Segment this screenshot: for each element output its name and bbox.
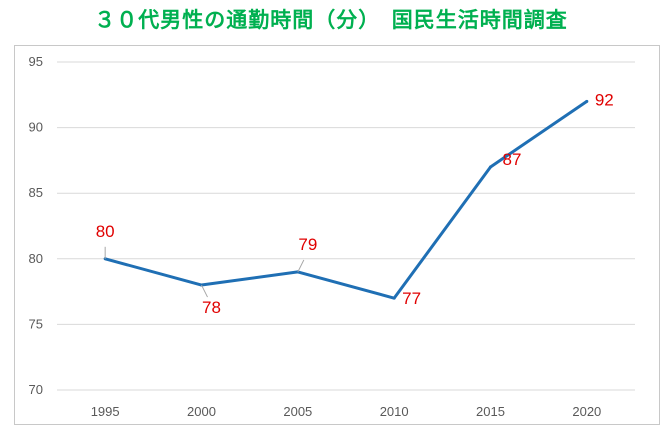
label-leader-line <box>201 284 208 298</box>
x-tick-label: 1995 <box>91 404 120 419</box>
y-tick-label: 70 <box>29 382 43 397</box>
y-tick-label: 90 <box>29 120 43 135</box>
data-label: 92 <box>595 90 614 109</box>
x-tick-label: 2010 <box>380 404 409 419</box>
data-label: 78 <box>202 298 221 317</box>
x-tick-label: 2000 <box>187 404 216 419</box>
data-point <box>585 99 589 103</box>
data-label: 79 <box>298 235 317 254</box>
x-tick-label: 2020 <box>572 404 601 419</box>
data-label: 87 <box>503 150 522 169</box>
y-tick-label: 80 <box>29 251 43 266</box>
x-tick-label: 2005 <box>283 404 312 419</box>
data-point <box>489 165 492 169</box>
data-point <box>392 296 396 300</box>
y-tick-label: 85 <box>29 185 43 200</box>
data-label: 77 <box>402 289 421 308</box>
series-line <box>104 100 588 300</box>
chart-frame <box>14 45 660 425</box>
chart-title: ３０代男性の通勤時間（分） 国民生活時間調査 <box>94 8 568 32</box>
x-tick-label: 2015 <box>476 404 505 419</box>
y-tick-label: 95 <box>29 54 43 69</box>
data-label: 80 <box>96 222 115 241</box>
y-tick-label: 75 <box>29 316 43 331</box>
label-leader-line <box>297 259 305 273</box>
